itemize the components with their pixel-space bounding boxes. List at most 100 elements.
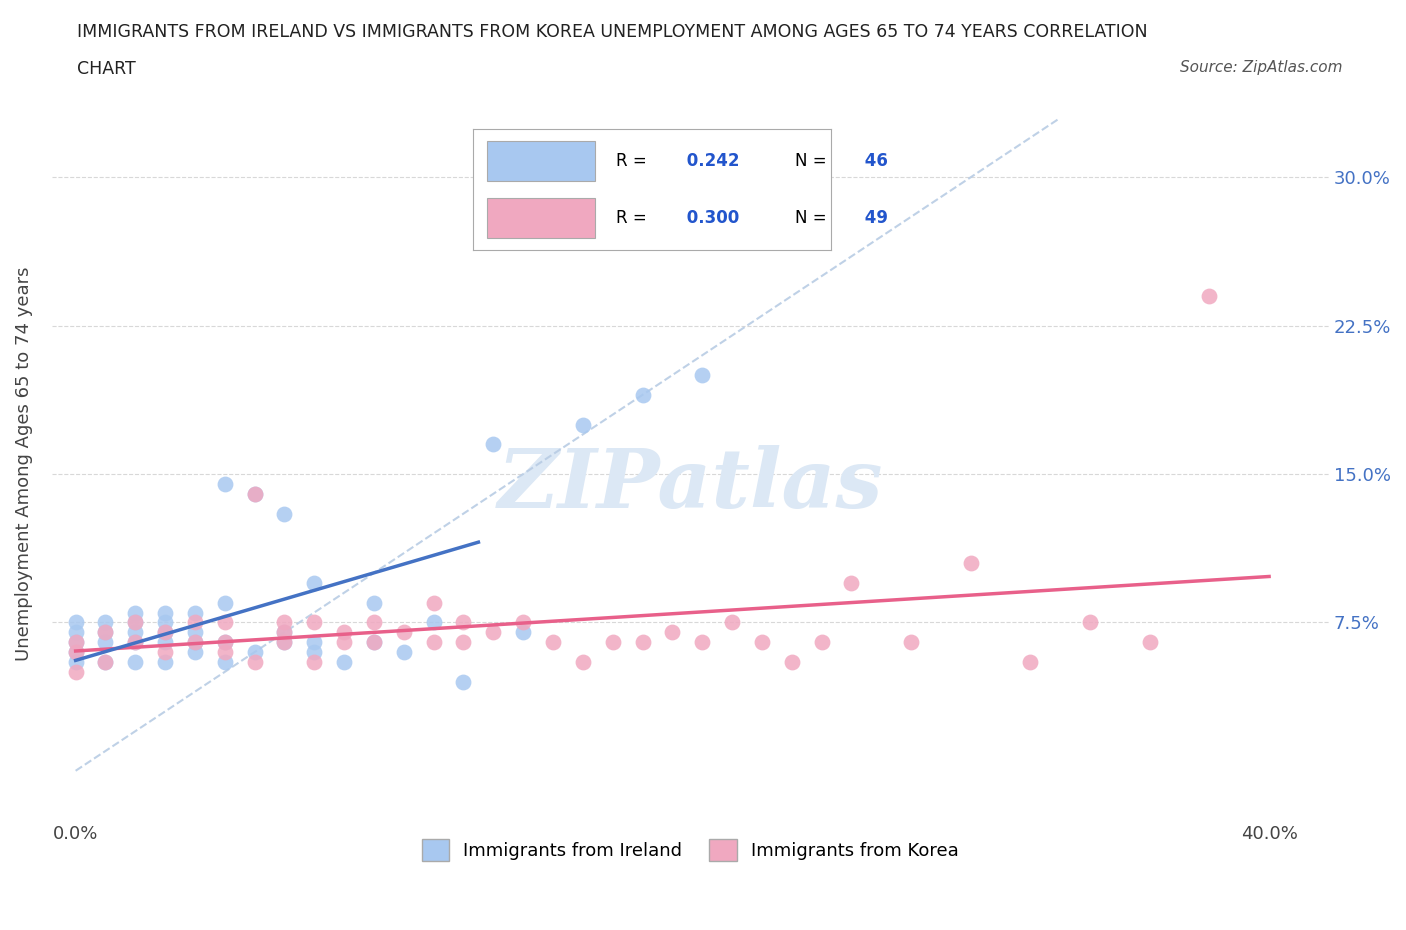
Point — [572, 418, 595, 432]
Point — [124, 625, 146, 640]
Point — [841, 576, 863, 591]
Point — [273, 625, 295, 640]
Point — [661, 625, 683, 640]
Point — [1139, 635, 1161, 650]
Point — [304, 615, 326, 630]
Point — [124, 605, 146, 620]
Point — [1078, 615, 1101, 630]
Point — [243, 644, 266, 659]
Point — [602, 635, 624, 650]
Point — [65, 644, 87, 659]
Point — [572, 655, 595, 670]
Point — [243, 486, 266, 501]
Point — [153, 625, 176, 640]
Point — [184, 635, 207, 650]
Point — [65, 635, 87, 650]
Point — [422, 635, 444, 650]
Point — [124, 615, 146, 630]
Point — [453, 635, 475, 650]
Point — [453, 615, 475, 630]
Text: ZIPatlas: ZIPatlas — [498, 445, 883, 525]
Point — [65, 625, 87, 640]
Point — [94, 625, 117, 640]
Point — [273, 506, 295, 521]
Point — [214, 476, 236, 491]
Point — [124, 635, 146, 650]
Point — [214, 644, 236, 659]
Point — [631, 388, 654, 403]
Point — [153, 625, 176, 640]
Point — [810, 635, 832, 650]
Point — [333, 655, 356, 670]
Point — [690, 367, 713, 382]
Point — [900, 635, 922, 650]
Text: Source: ZipAtlas.com: Source: ZipAtlas.com — [1180, 60, 1343, 75]
Point — [453, 674, 475, 689]
Point — [392, 625, 415, 640]
Point — [124, 655, 146, 670]
Point — [304, 644, 326, 659]
Point — [1019, 655, 1042, 670]
Point — [94, 655, 117, 670]
Point — [631, 635, 654, 650]
Point — [363, 635, 385, 650]
Point — [392, 644, 415, 659]
Point — [363, 595, 385, 610]
Point — [541, 635, 564, 650]
Point — [214, 655, 236, 670]
Point — [184, 635, 207, 650]
Point — [184, 615, 207, 630]
Point — [243, 655, 266, 670]
Point — [94, 635, 117, 650]
Point — [65, 635, 87, 650]
Point — [273, 635, 295, 650]
Point — [512, 615, 534, 630]
Point — [124, 615, 146, 630]
Point — [184, 625, 207, 640]
Point — [333, 635, 356, 650]
Point — [94, 625, 117, 640]
Point — [690, 635, 713, 650]
Point — [273, 625, 295, 640]
Point — [214, 635, 236, 650]
Point — [304, 635, 326, 650]
Point — [153, 644, 176, 659]
Y-axis label: Unemployment Among Ages 65 to 74 years: Unemployment Among Ages 65 to 74 years — [15, 267, 32, 661]
Text: IMMIGRANTS FROM IRELAND VS IMMIGRANTS FROM KOREA UNEMPLOYMENT AMONG AGES 65 TO 7: IMMIGRANTS FROM IRELAND VS IMMIGRANTS FR… — [77, 23, 1147, 41]
Point — [751, 635, 773, 650]
Point — [153, 615, 176, 630]
Point — [363, 615, 385, 630]
Point — [153, 635, 176, 650]
Point — [273, 635, 295, 650]
Point — [482, 625, 505, 640]
Point — [422, 615, 444, 630]
Point — [65, 655, 87, 670]
Point — [214, 615, 236, 630]
Point — [780, 655, 803, 670]
Point — [721, 615, 744, 630]
Point — [959, 555, 981, 570]
Point — [304, 655, 326, 670]
Point — [214, 635, 236, 650]
Point — [214, 595, 236, 610]
Point — [65, 615, 87, 630]
Point — [333, 625, 356, 640]
Point — [1198, 288, 1220, 303]
Point — [65, 664, 87, 679]
Point — [94, 655, 117, 670]
Point — [65, 644, 87, 659]
Point — [124, 635, 146, 650]
Point — [422, 595, 444, 610]
Point — [304, 576, 326, 591]
Point — [153, 605, 176, 620]
Legend: Immigrants from Ireland, Immigrants from Korea: Immigrants from Ireland, Immigrants from… — [415, 831, 966, 869]
Point — [273, 615, 295, 630]
Point — [243, 486, 266, 501]
Point — [184, 605, 207, 620]
Point — [184, 644, 207, 659]
Point — [153, 655, 176, 670]
Point — [363, 635, 385, 650]
Point — [94, 615, 117, 630]
Text: CHART: CHART — [77, 60, 136, 78]
Point — [512, 625, 534, 640]
